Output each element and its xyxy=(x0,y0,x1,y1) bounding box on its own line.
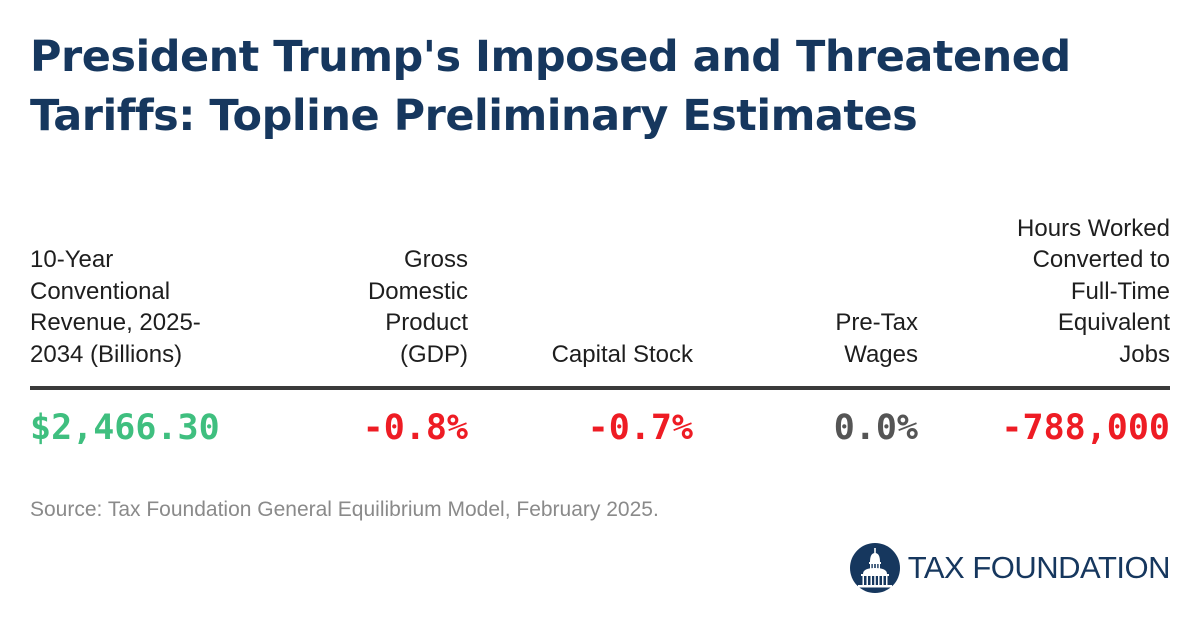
tax-foundation-logo: TAX FOUNDATION xyxy=(849,543,1171,593)
column-header: Hours Worked Converted to Full-Time Equival… xyxy=(1017,213,1170,371)
chart-title: President Trump's Imposed and Threatened… xyxy=(30,28,1170,146)
column-header: Gross Domestic Product (GDP) xyxy=(368,244,468,370)
column-header-line: 10-Year xyxy=(30,246,114,273)
column-header-row: 10-Year Conventional Revenue, 2025- 2034 (B… xyxy=(30,210,1170,370)
column-header-line: Full-Time xyxy=(1070,277,1170,305)
column-header-line: (GDP) xyxy=(400,340,468,368)
column-header-line: Domestic xyxy=(367,277,468,305)
brand-name: TAX FOUNDATION xyxy=(907,550,1171,585)
title-line: Tariffs: Topline Preliminary Estimates xyxy=(30,91,918,141)
column-header-line: Jobs xyxy=(1119,340,1170,368)
column-header-line: 2034 (Billions) xyxy=(30,340,183,368)
column-value: -788,000 xyxy=(1001,408,1170,448)
column-header: Capital Stock xyxy=(552,339,693,371)
value-row: $2,466.30 -0.8% -0.7% 0.0% -788,000 xyxy=(30,404,1170,454)
column-header-line: Conventional xyxy=(30,277,171,305)
capitol-dome-icon xyxy=(849,543,900,593)
column-header: 10-Year Conventional Revenue, 2025- 2034 (B… xyxy=(30,244,201,370)
column-value: -0.7% xyxy=(587,408,693,448)
column-header-line: Gross xyxy=(403,246,468,273)
column-value: 0.0% xyxy=(833,408,918,448)
column-header-line: Product xyxy=(385,309,468,336)
column-header-line: Revenue, 2025- xyxy=(30,309,201,336)
column-value: $2,466.30 xyxy=(30,408,220,448)
column-header-line: Hours Worked xyxy=(1017,214,1170,242)
column-header-line: Wages xyxy=(844,340,918,368)
column-header-line: Pre-Tax xyxy=(835,309,918,336)
header-divider xyxy=(30,386,1170,390)
column-value: -0.8% xyxy=(362,408,468,448)
column-header: Pre-Tax Wages xyxy=(835,307,918,370)
title-line: President Trump's Imposed and Threatened xyxy=(30,32,1071,82)
column-header-line: Capital Stock xyxy=(551,340,693,368)
column-header-line: Converted to xyxy=(1032,246,1170,273)
column-header-line: Equivalent xyxy=(1057,309,1170,336)
source-note: Source: Tax Foundation General Equilibri… xyxy=(30,498,659,521)
